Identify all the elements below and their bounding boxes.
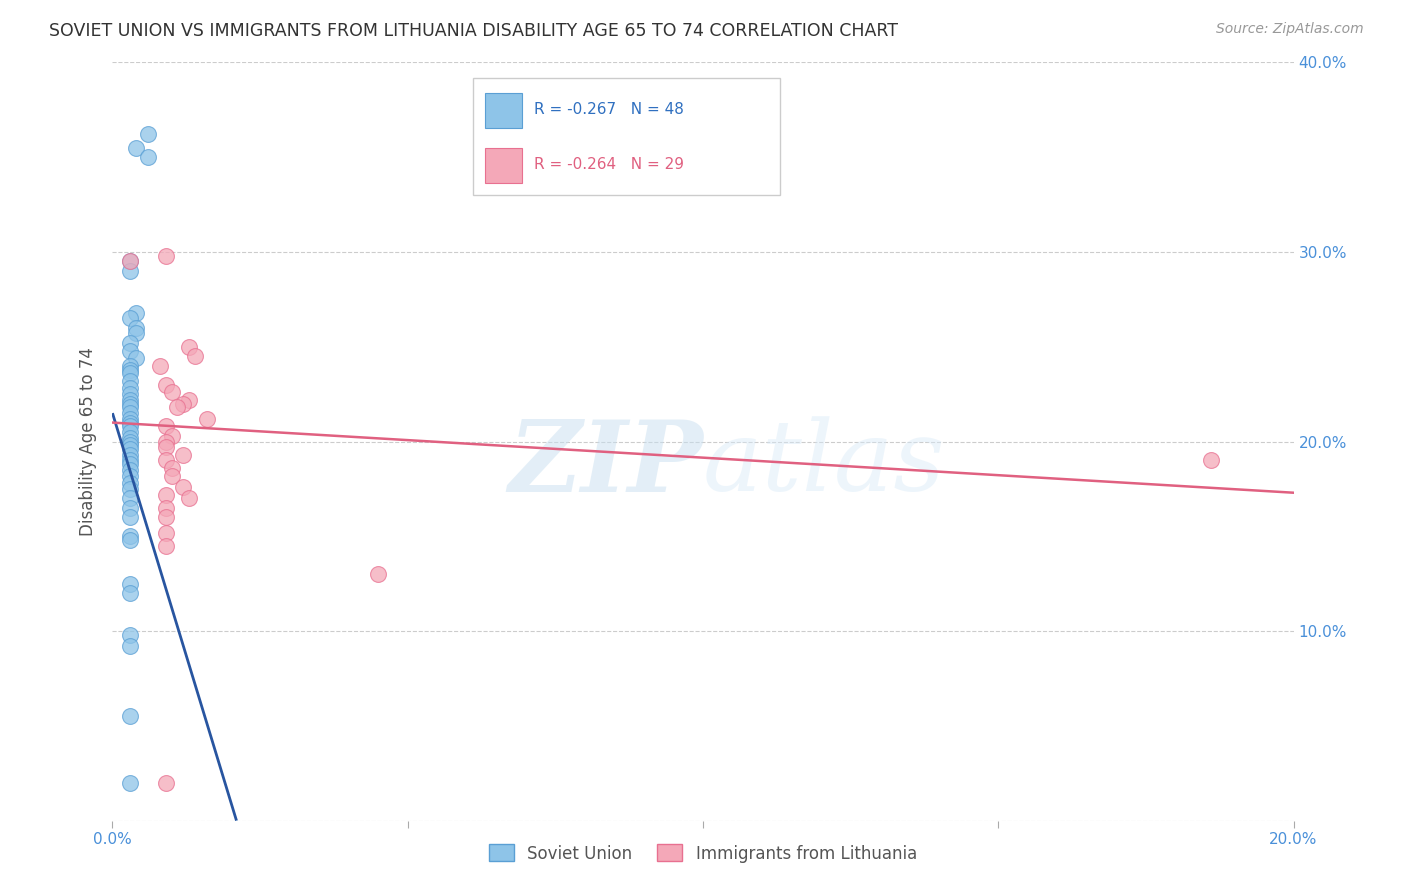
Point — [172, 480, 194, 494]
Point — [155, 440, 177, 454]
Point — [179, 491, 201, 506]
Point — [120, 387, 142, 401]
Point — [120, 392, 142, 407]
Point — [120, 476, 142, 491]
Point — [120, 362, 142, 376]
Point — [125, 320, 148, 334]
Point — [136, 128, 159, 142]
Point — [120, 431, 142, 445]
Point — [155, 453, 177, 467]
Point — [166, 401, 188, 415]
Point — [1199, 453, 1222, 467]
Point — [120, 628, 142, 642]
Point — [120, 416, 142, 430]
Point — [120, 639, 142, 653]
Y-axis label: Disability Age 65 to 74: Disability Age 65 to 74 — [79, 347, 97, 536]
Point — [120, 401, 142, 415]
Point — [120, 482, 142, 496]
Point — [120, 359, 142, 373]
Point — [120, 463, 142, 477]
Point — [120, 406, 142, 420]
Point — [120, 448, 142, 462]
Point — [120, 438, 142, 452]
Point — [155, 488, 177, 502]
Point — [120, 533, 142, 548]
Point — [120, 425, 142, 439]
Point — [155, 539, 177, 553]
Point — [120, 468, 142, 483]
Point — [184, 349, 207, 363]
Point — [160, 468, 183, 483]
Point — [172, 448, 194, 462]
Point — [120, 510, 142, 524]
Point — [120, 382, 142, 396]
Text: SOVIET UNION VS IMMIGRANTS FROM LITHUANIA DISABILITY AGE 65 TO 74 CORRELATION CH: SOVIET UNION VS IMMIGRANTS FROM LITHUANI… — [49, 22, 898, 40]
Point — [179, 392, 201, 407]
Point — [120, 336, 142, 351]
Point — [120, 366, 142, 380]
Point — [120, 776, 142, 790]
Text: Source: ZipAtlas.com: Source: ZipAtlas.com — [1216, 22, 1364, 37]
Point — [155, 434, 177, 449]
Text: ZIP: ZIP — [508, 416, 703, 513]
Point — [120, 419, 142, 434]
Point — [155, 419, 177, 434]
Point — [125, 351, 148, 366]
Point — [120, 576, 142, 591]
Point — [120, 343, 142, 358]
Point — [120, 374, 142, 388]
Point — [120, 264, 142, 278]
Point — [125, 326, 148, 341]
Point — [120, 254, 142, 268]
Point — [155, 500, 177, 515]
Text: atlas: atlas — [703, 417, 946, 512]
Point — [120, 396, 142, 410]
Point — [120, 453, 142, 467]
Point — [149, 359, 172, 373]
Point — [120, 442, 142, 457]
Point — [120, 458, 142, 472]
Point — [160, 385, 183, 400]
Point — [179, 340, 201, 354]
Point — [125, 305, 148, 319]
Point — [120, 254, 142, 268]
Point — [136, 150, 159, 164]
Point — [155, 776, 177, 790]
Point — [367, 567, 389, 582]
Legend: Soviet Union, Immigrants from Lithuania: Soviet Union, Immigrants from Lithuania — [482, 838, 924, 869]
Point — [120, 491, 142, 506]
Point — [160, 429, 183, 443]
Point — [195, 412, 218, 426]
Point — [120, 586, 142, 600]
Point — [155, 249, 177, 263]
Point — [120, 500, 142, 515]
Point — [120, 709, 142, 723]
Point — [120, 311, 142, 326]
Point — [160, 461, 183, 475]
Point — [120, 434, 142, 449]
Point — [155, 510, 177, 524]
Point — [172, 396, 194, 410]
Point — [155, 377, 177, 392]
Point — [125, 141, 148, 155]
Point — [120, 529, 142, 543]
Point — [155, 525, 177, 540]
Point — [120, 412, 142, 426]
